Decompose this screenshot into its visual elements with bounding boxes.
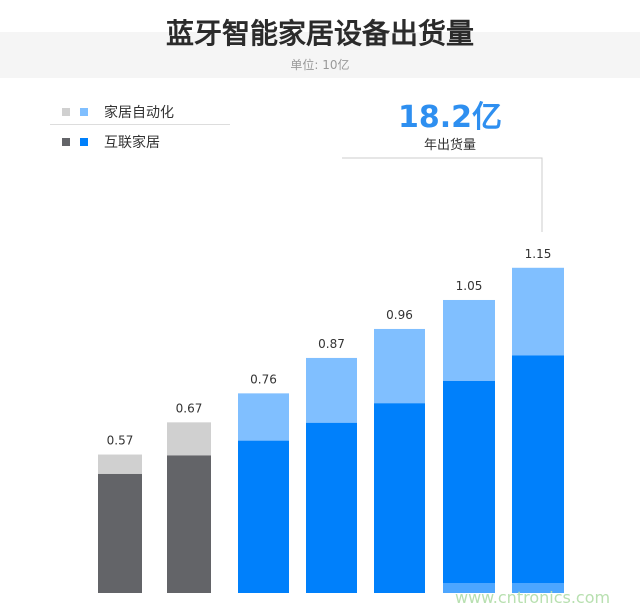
title-band [0,32,640,78]
data-label: 0.96 [386,308,413,322]
bar-segment-automation [98,454,142,474]
bar-segment-automation [167,422,211,456]
legend-swatch-blue-light [80,108,88,116]
data-label: 1.15 [525,247,552,261]
chart-subtitle: 单位: 10亿 [290,58,350,72]
legend-swatch-gray-light [62,108,70,116]
bar-base-strip [443,583,495,593]
data-label: 0.67 [176,401,203,415]
watermark: www.cntronics.com [455,588,611,607]
legend-divider [50,124,230,125]
legend-swatch-blue-dark [80,138,88,146]
data-label: 1.05 [456,279,483,293]
bar-segment-automation [512,267,564,356]
bar-segment-automation [374,328,425,404]
annotation-leader-line [342,157,543,232]
legend-swatch-gray-dark [62,138,70,146]
annotation-value: 18.2亿 [397,100,503,135]
data-label: 0.76 [250,372,277,386]
legend-item-connected: 互联家居 [62,132,160,152]
chart-title: 蓝牙智能家居设备出货量 [165,17,474,50]
bar-segment-connected [374,403,425,593]
bar-segment-connected [512,355,564,593]
bar-segment-connected [306,422,357,593]
legend-item-automation: 家居自动化 [62,102,174,122]
legend-label: 家居自动化 [104,105,174,121]
bar-segment-connected [238,440,289,593]
bar-segment-automation [443,299,495,381]
bar-segment-automation [238,393,289,441]
bar-segment-automation [306,357,357,423]
legend-label: 互联家居 [104,135,160,151]
bar-segment-connected [98,473,142,593]
bar-segment-connected [167,455,211,593]
bar-base-strip [512,583,564,593]
data-label: 0.87 [318,337,345,351]
data-label: 0.57 [107,434,134,448]
bar-segment-connected [443,380,495,593]
annotation-label: 年出货量 [423,138,476,153]
